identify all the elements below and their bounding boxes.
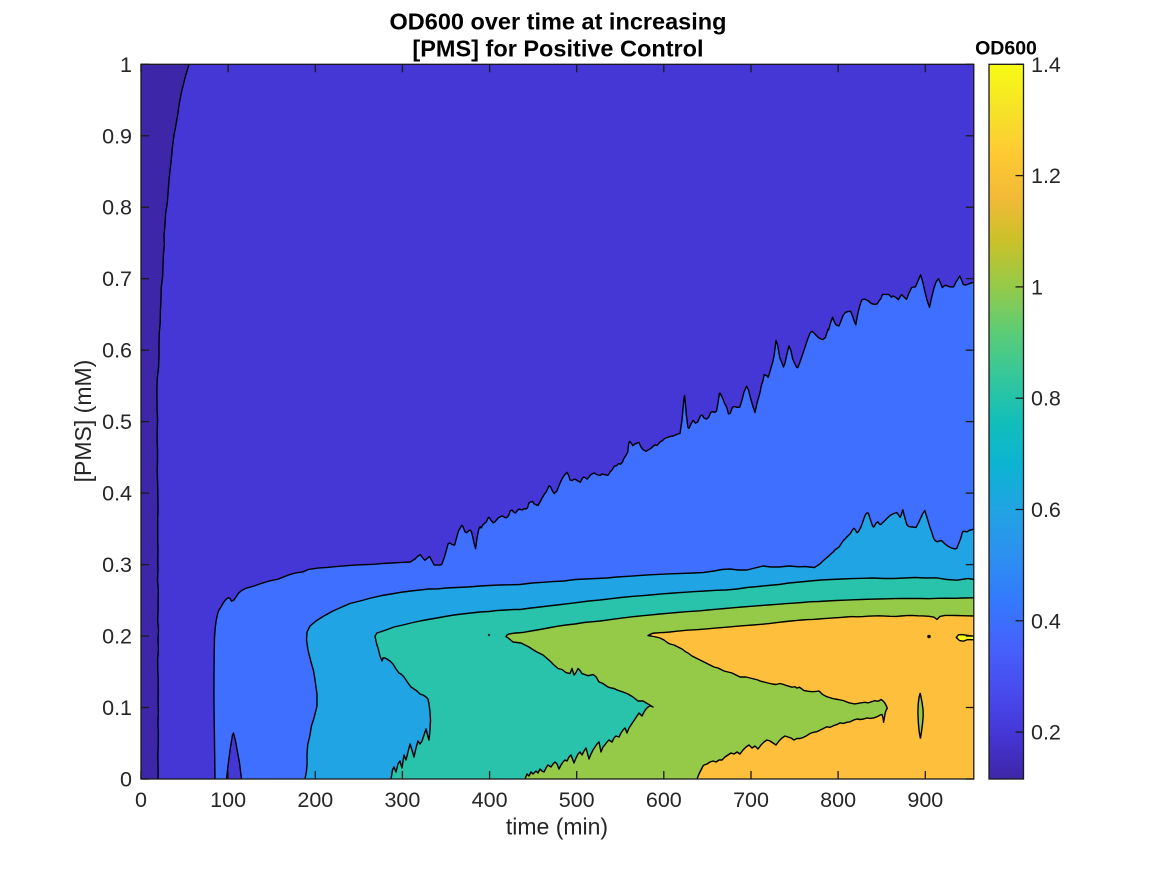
svg-text:0.6: 0.6 — [1031, 498, 1061, 522]
svg-text:1.2: 1.2 — [1031, 164, 1061, 188]
svg-text:0.8: 0.8 — [1031, 387, 1061, 411]
svg-text:0.9: 0.9 — [102, 124, 132, 148]
svg-text:900: 900 — [907, 788, 943, 812]
svg-text:400: 400 — [472, 788, 508, 812]
svg-text:1.4: 1.4 — [1031, 53, 1061, 77]
svg-text:500: 500 — [559, 788, 595, 812]
svg-text:0.1: 0.1 — [102, 696, 132, 720]
svg-text:0: 0 — [120, 768, 132, 792]
svg-text:0.2: 0.2 — [102, 625, 132, 649]
svg-text:time (min): time (min) — [506, 814, 608, 840]
svg-text:[PMS] for Positive Control: [PMS] for Positive Control — [412, 36, 703, 62]
svg-text:0.5: 0.5 — [102, 410, 132, 434]
svg-text:OD600 over time at increasing: OD600 over time at increasing — [390, 9, 727, 35]
svg-text:200: 200 — [297, 788, 333, 812]
svg-text:600: 600 — [646, 788, 682, 812]
svg-text:700: 700 — [733, 788, 769, 812]
svg-text:0.2: 0.2 — [1031, 721, 1061, 745]
svg-text:[PMS] (mM): [PMS] (mM) — [70, 360, 96, 483]
svg-text:300: 300 — [384, 788, 420, 812]
svg-text:0.4: 0.4 — [102, 482, 132, 506]
svg-text:0.4: 0.4 — [1031, 609, 1061, 633]
svg-text:1: 1 — [1031, 275, 1043, 299]
svg-text:0.7: 0.7 — [102, 267, 132, 291]
svg-text:0.6: 0.6 — [102, 339, 132, 363]
svg-text:0.3: 0.3 — [102, 553, 132, 577]
svg-text:0.8: 0.8 — [102, 196, 132, 220]
svg-text:100: 100 — [210, 788, 246, 812]
svg-text:1: 1 — [120, 53, 132, 77]
svg-text:OD600: OD600 — [975, 38, 1037, 60]
svg-text:0: 0 — [135, 788, 147, 812]
svg-text:800: 800 — [820, 788, 856, 812]
